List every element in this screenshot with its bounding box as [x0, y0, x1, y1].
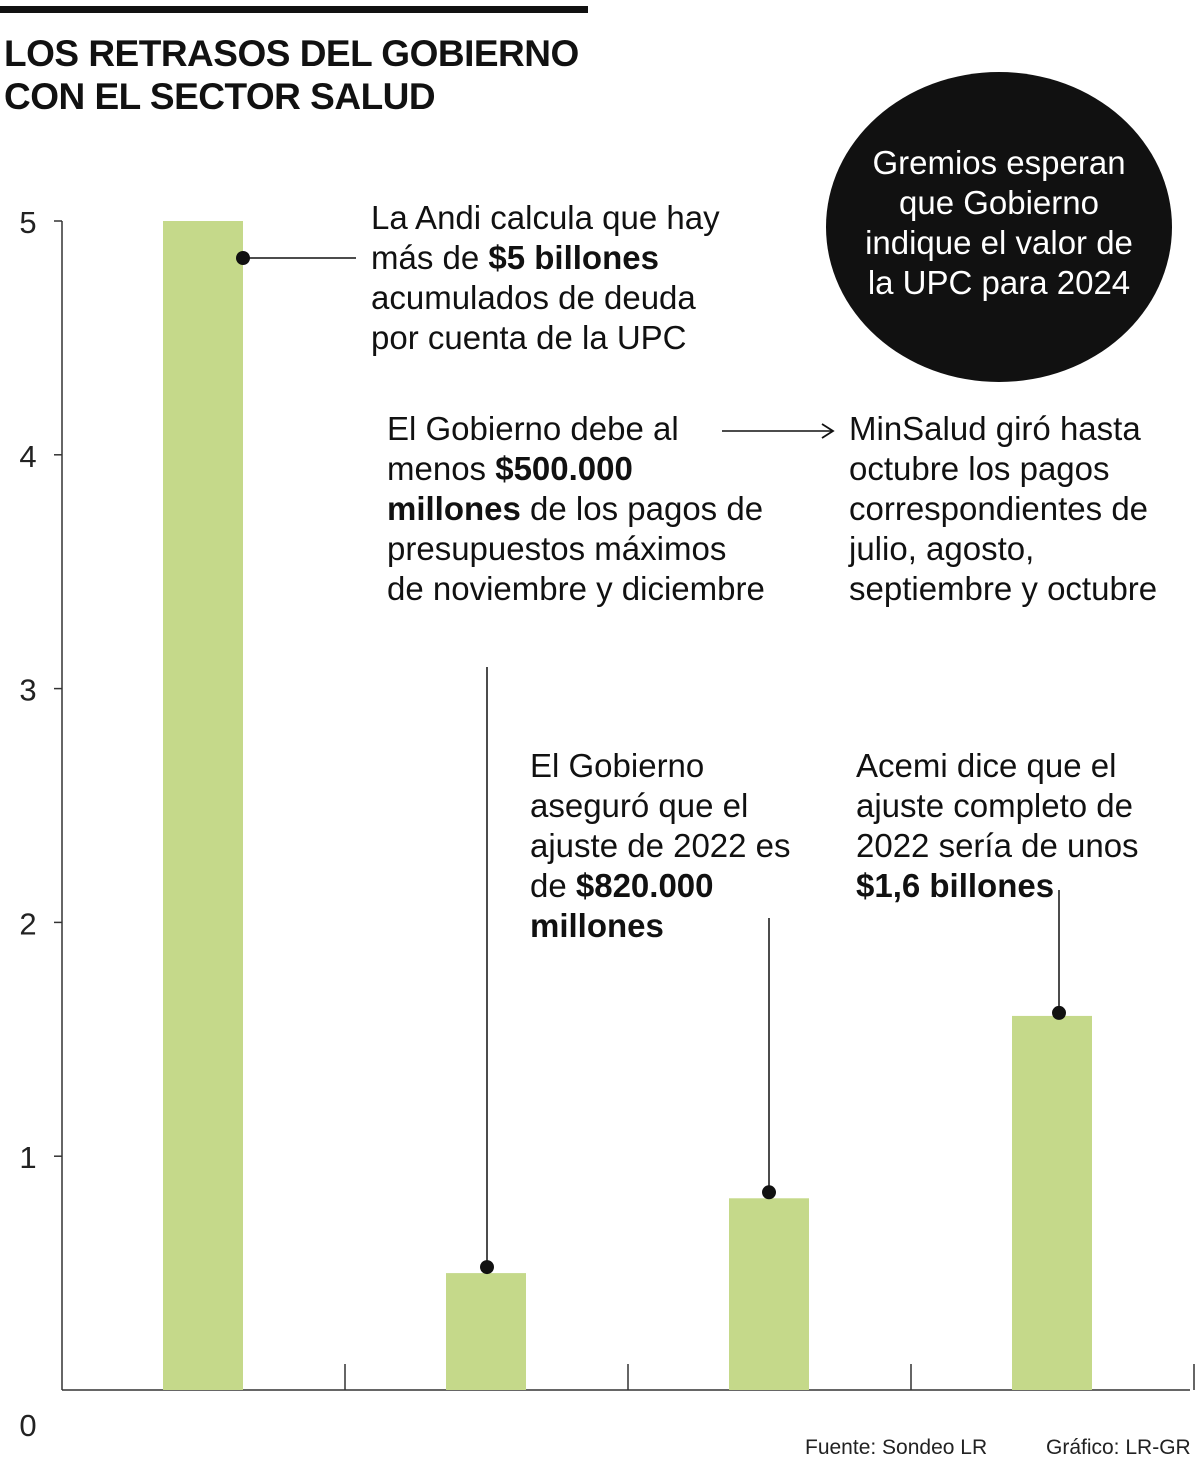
circle-text: Gremios esperan que Gobierno indique el … [865, 144, 1133, 301]
y-tick-label-5: 5 [19, 205, 36, 240]
y-tick-label-4: 4 [19, 439, 36, 474]
bar-0 [163, 221, 243, 1390]
dot-ajuste [762, 1185, 776, 1200]
annotation-ajuste: El Gobierno aseguró que el ajuste de 202… [530, 746, 795, 946]
annotation-ajuste-pre: El Gobierno aseguró que el ajuste de 202… [530, 747, 791, 904]
bar-2 [729, 1198, 809, 1390]
annotation-acemi: Acemi dice que el ajuste completo de 202… [856, 746, 1156, 906]
annotation-andi-post: acumulados de deuda por cuenta de la UPC [371, 279, 696, 356]
annotation-debe-pre: El Gobierno debe al menos [387, 410, 679, 487]
bar-1 [446, 1273, 526, 1390]
dot-debe [480, 1260, 494, 1275]
y-tick-label-1: 1 [19, 1140, 36, 1175]
annotation-minsalud-text: MinSalud giró hasta octubre los pagos co… [849, 410, 1158, 607]
annotation-minsalud: MinSalud giró hasta octubre los pagos co… [849, 409, 1179, 609]
y-tick-label-3: 3 [19, 673, 36, 708]
annotation-acemi-bold: $1,6 billones [856, 867, 1055, 904]
annotation-ajuste-bold: $820.000 millones [530, 867, 714, 944]
source-note: Fuente: Sondeo LR [805, 1436, 988, 1459]
y-tick-label-2: 2 [19, 906, 36, 941]
annotation-debe: El Gobierno debe al menos $500.000 millo… [387, 409, 767, 609]
annotation-debe-bold: $500.000 millones [387, 450, 633, 527]
bar-3 [1012, 1015, 1092, 1390]
title-line-2: CON EL SECTOR SALUD [4, 76, 436, 117]
arrow-head-icon [821, 423, 835, 439]
chart-title: LOS RETRASOS DEL GOBIERNO CON EL SECTOR … [4, 32, 644, 118]
highlight-circle: Gremios esperan que Gobierno indique el … [826, 72, 1172, 382]
credit-note: Gráfico: LR-GR [1046, 1436, 1191, 1459]
annotation-debe-post: de los pagos de presupuestos máximos de … [387, 490, 765, 607]
top-rule [0, 6, 588, 13]
annotation-andi: La Andi calcula que hay más de $5 billon… [371, 198, 751, 358]
dot-acemi [1052, 1005, 1066, 1020]
annotation-andi-bold: $5 billones [488, 239, 659, 276]
title-line-1: LOS RETRASOS DEL GOBIERNO [4, 33, 579, 74]
annotation-acemi-pre: Acemi dice que el ajuste completo de 202… [856, 747, 1139, 864]
dot-andi [236, 251, 250, 265]
y-tick-label-0: 0 [19, 1408, 36, 1443]
annotation-andi-pre: La Andi calcula que hay más de [371, 199, 720, 276]
